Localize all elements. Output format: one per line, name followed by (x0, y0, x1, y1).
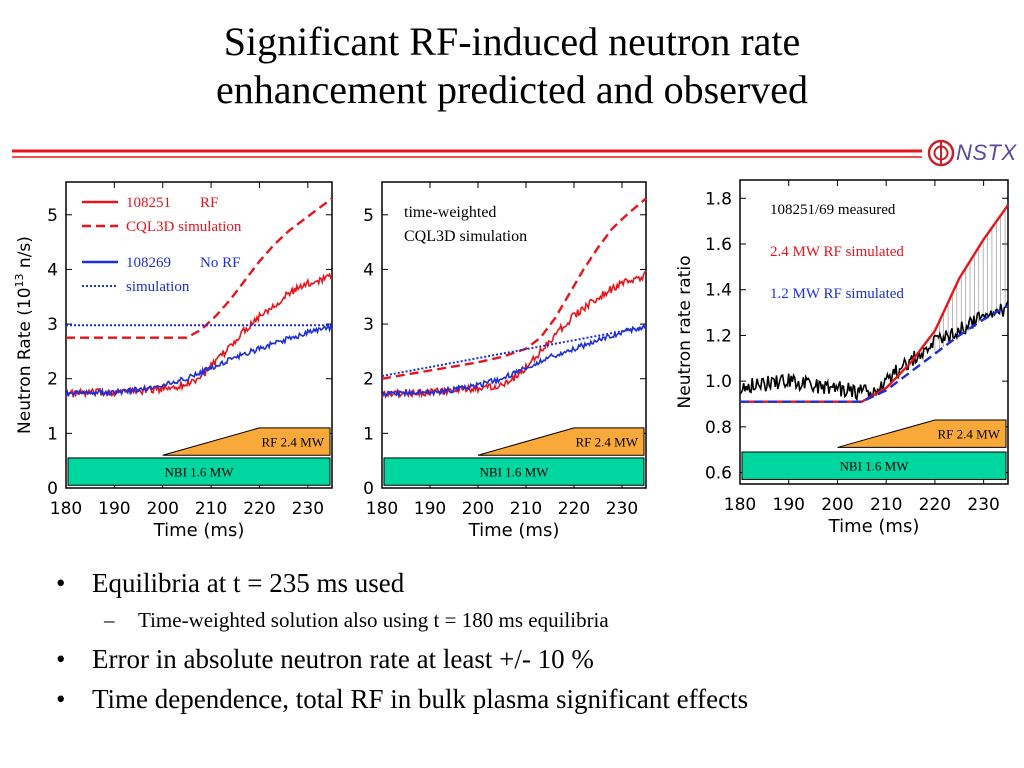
legend-label: No RF (200, 255, 240, 271)
nbi-bar (383, 457, 645, 486)
chart-note: CQL3D simulation (404, 228, 527, 245)
bullet-list: • Equilibria at t = 235 ms used – Time-wei… (56, 566, 1016, 722)
series-line-108251-69-measured (739, 300, 1009, 402)
rf-bar-label: RF 2.4 MW (938, 427, 1001, 442)
bullet-marker: • (56, 684, 66, 714)
bullet-item: • Time dependence, total RF in bulk plasm… (56, 682, 1016, 716)
bullet-marker: – (104, 608, 115, 632)
x-tick-label: 230 (606, 499, 638, 519)
x-tick-label: 210 (870, 495, 902, 515)
bullet-text: Time-weighted solution also using t = 18… (138, 608, 609, 632)
nbi-bar-label: NBI 1.6 MW (165, 465, 235, 480)
chart-label: 2.4 MW RF simulated (770, 244, 904, 260)
x-tick-label: 210 (195, 499, 227, 519)
series-line-2-4-mw-rf-simulated (740, 204, 1009, 403)
bullet-marker: • (56, 644, 66, 674)
y-tick-label: 2 (363, 370, 374, 390)
bullet-item: • Equilibria at t = 235 ms used (56, 566, 1016, 600)
y-tick-label: 1.8 (705, 189, 732, 209)
series-line-simulation (381, 325, 647, 377)
series-line-1-2-mw-rf-simulated (740, 304, 1009, 403)
chart-time-weighted: 180 190 200 210 220 230 0 1 2 3 4 5 Time (ms) NBI 1.6… (363, 181, 647, 541)
y-tick-label: 1.4 (705, 281, 732, 301)
series-line-108269 (381, 322, 647, 399)
y-tick-label: 0.8 (705, 418, 732, 438)
chart-neutron-ratio: 180 190 200 210 220 230 0.6 0.8 1.0 1.2 1.4 1.6 1.8 T… (676, 179, 1009, 537)
slide-title: Significant RF-induced neutron rate enha… (0, 18, 1024, 114)
y-tick-label: 1 (47, 424, 58, 444)
x-tick-label: 210 (510, 499, 542, 519)
rf-bar (837, 419, 1007, 448)
x-tick-label: 230 (292, 499, 324, 519)
legend-label: simulation (126, 279, 190, 295)
plot-frame (65, 181, 333, 489)
title-line-2: enhancement predicted and observed (216, 67, 808, 112)
x-tick-label: 200 (147, 499, 179, 519)
nbi-bar (67, 457, 331, 486)
header-rule (12, 149, 922, 158)
y-tick-label: 3 (363, 315, 374, 335)
x-tick-label: 180 (50, 499, 82, 519)
x-tick-label: 220 (243, 499, 275, 519)
rf-bar-label: RF 2.4 MW (262, 435, 325, 450)
y-axis-label: Neutron rate ratio (676, 256, 695, 409)
x-axis-label: Time (ms) (468, 520, 560, 541)
y-tick-label: 5 (363, 206, 374, 226)
legend-label: RF (200, 195, 218, 211)
series-line-cql3d-time-weighted (381, 197, 647, 380)
y-tick-label: 4 (47, 260, 58, 280)
x-tick-label: 200 (821, 495, 853, 515)
x-tick-label: 220 (558, 499, 590, 519)
chart-label: 108251/69 measured (770, 202, 896, 218)
x-tick-label: 200 (462, 499, 494, 519)
chart-neutron-rate: 180 190 200 210 220 230 0 1 2 3 4 5 Time (ms) Neutron… (13, 181, 333, 541)
x-tick-label: 220 (919, 495, 951, 515)
x-tick-label: 230 (967, 495, 999, 515)
x-axis-label: Time (ms) (828, 516, 920, 537)
chart-note: time-weighted (404, 204, 496, 221)
plot-frame (739, 179, 1009, 485)
x-axis-label: Time (ms) (153, 520, 245, 541)
y-tick-label: 0 (47, 479, 58, 499)
x-tick-label: 180 (724, 495, 756, 515)
nbi-bar-label: NBI 1.6 MW (840, 459, 910, 474)
x-tick-label: 180 (366, 499, 398, 519)
bullet-marker: • (56, 568, 66, 598)
series-line-108251 (65, 272, 332, 399)
legend-shot: 108251 (126, 195, 171, 211)
rf-bar-label: RF 2.4 MW (576, 435, 639, 450)
y-tick-label: 0.6 (705, 464, 732, 484)
y-tick-label: 1 (363, 424, 374, 444)
series-line-cql3d-simulation (66, 197, 333, 339)
y-tick-label: 5 (47, 206, 58, 226)
y-axis-label: Neutron Rate (1013 n/s) (13, 236, 35, 434)
logo-text: NSTX (956, 140, 1017, 165)
y-tick-label: 0 (363, 479, 374, 499)
rf-bar (162, 427, 331, 456)
legend-label: CQL3D simulation (126, 219, 242, 235)
y-tick-label: 1.0 (705, 372, 732, 392)
y-tick-label: 4 (363, 260, 374, 280)
bullet-item: • Error in absolute neutron rate at least… (56, 642, 1016, 676)
chart-label: 1.2 MW RF simulated (770, 286, 904, 302)
y-tick-label: 1.2 (705, 326, 732, 346)
x-tick-label: 190 (773, 495, 805, 515)
rf-bar (477, 427, 645, 456)
y-tick-label: 1.6 (705, 235, 732, 255)
y-tick-label: 3 (47, 315, 58, 335)
legend-shot: 108269 (126, 255, 171, 271)
x-tick-label: 190 (414, 499, 446, 519)
bullet-text: Equilibria at t = 235 ms used (92, 568, 405, 598)
sub-bullet-item: – Time-weighted solution also using t = 1… (56, 606, 1016, 634)
nbi-bar-label: NBI 1.6 MW (480, 465, 550, 480)
series-line-108269 (65, 323, 333, 398)
y-tick-label: 2 (47, 370, 58, 390)
bullet-text: Time dependence, total RF in bulk plasma… (92, 684, 749, 714)
title-line-1: Significant RF-induced neutron rate (223, 19, 801, 64)
x-tick-label: 190 (98, 499, 130, 519)
bullet-text: Error in absolute neutron rate at least … (92, 644, 594, 674)
plot-frame (381, 181, 647, 489)
nbi-bar (741, 451, 1007, 480)
nstx-logo (927, 139, 955, 167)
